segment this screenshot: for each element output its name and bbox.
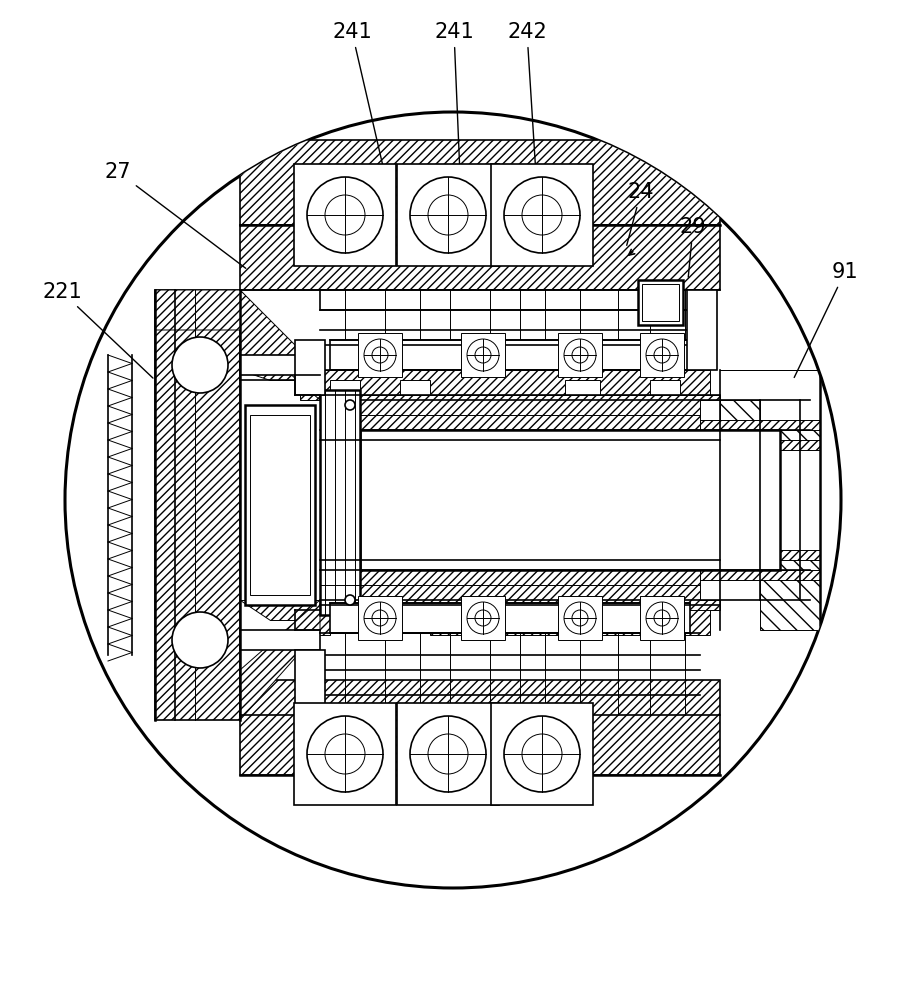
Bar (639, 596, 685, 640)
Bar (638, 280, 683, 325)
Bar (491, 703, 593, 805)
Circle shape (572, 347, 588, 363)
Polygon shape (240, 600, 320, 720)
Text: 27: 27 (104, 162, 246, 268)
Circle shape (475, 610, 491, 626)
Circle shape (467, 339, 499, 371)
Circle shape (307, 177, 383, 253)
Bar (558, 333, 602, 377)
Circle shape (475, 347, 491, 363)
Bar (240, 355, 320, 375)
Bar (700, 550, 820, 580)
Text: 29: 29 (679, 217, 707, 277)
Polygon shape (240, 600, 710, 635)
Circle shape (522, 734, 562, 774)
Polygon shape (320, 395, 720, 440)
Bar (396, 164, 499, 266)
Bar (357, 333, 403, 377)
Circle shape (654, 347, 670, 363)
Bar (240, 680, 720, 775)
Polygon shape (155, 290, 240, 720)
Circle shape (564, 602, 596, 634)
Bar (295, 650, 325, 705)
Bar (558, 596, 602, 640)
Bar (240, 225, 720, 290)
Polygon shape (155, 290, 320, 370)
Circle shape (307, 716, 383, 792)
Bar (295, 340, 325, 395)
Circle shape (646, 339, 678, 371)
Circle shape (646, 602, 678, 634)
Bar (639, 333, 685, 377)
Circle shape (364, 339, 396, 371)
Text: 24: 24 (627, 182, 654, 245)
Circle shape (467, 602, 499, 634)
Text: 221: 221 (42, 282, 153, 378)
Bar (250, 415, 310, 595)
Text: 241: 241 (434, 22, 473, 172)
Bar (396, 703, 499, 805)
Circle shape (410, 716, 486, 792)
Bar (330, 340, 690, 370)
Bar (491, 164, 593, 266)
Polygon shape (720, 370, 820, 440)
Text: 242: 242 (507, 22, 547, 172)
Bar (320, 290, 710, 310)
Circle shape (372, 347, 388, 363)
Circle shape (325, 734, 365, 774)
Bar (330, 603, 690, 633)
Polygon shape (240, 370, 710, 400)
Circle shape (428, 195, 468, 235)
Bar (320, 390, 360, 615)
Bar (642, 284, 679, 321)
Polygon shape (720, 400, 760, 570)
Polygon shape (720, 560, 820, 630)
Bar (461, 596, 505, 640)
Circle shape (572, 610, 588, 626)
Circle shape (345, 595, 355, 605)
Circle shape (325, 195, 365, 235)
Bar (360, 430, 780, 570)
Circle shape (428, 734, 468, 774)
Bar (700, 420, 820, 450)
Circle shape (564, 339, 596, 371)
Circle shape (410, 177, 486, 253)
Bar (294, 164, 396, 266)
Bar (357, 596, 403, 640)
Polygon shape (240, 290, 320, 400)
Circle shape (172, 337, 228, 393)
Bar (240, 140, 720, 225)
Bar (687, 290, 717, 370)
Circle shape (65, 112, 841, 888)
Text: 241: 241 (332, 22, 385, 172)
Polygon shape (690, 430, 820, 570)
Circle shape (372, 610, 388, 626)
Circle shape (504, 716, 580, 792)
Circle shape (504, 177, 580, 253)
Circle shape (654, 610, 670, 626)
Bar (240, 630, 320, 650)
Bar (245, 405, 315, 605)
Polygon shape (320, 560, 720, 610)
Circle shape (522, 195, 562, 235)
Circle shape (172, 612, 228, 668)
Circle shape (345, 400, 355, 410)
Bar (294, 703, 396, 805)
Circle shape (364, 602, 396, 634)
Bar (461, 333, 505, 377)
Text: 91: 91 (795, 262, 858, 377)
